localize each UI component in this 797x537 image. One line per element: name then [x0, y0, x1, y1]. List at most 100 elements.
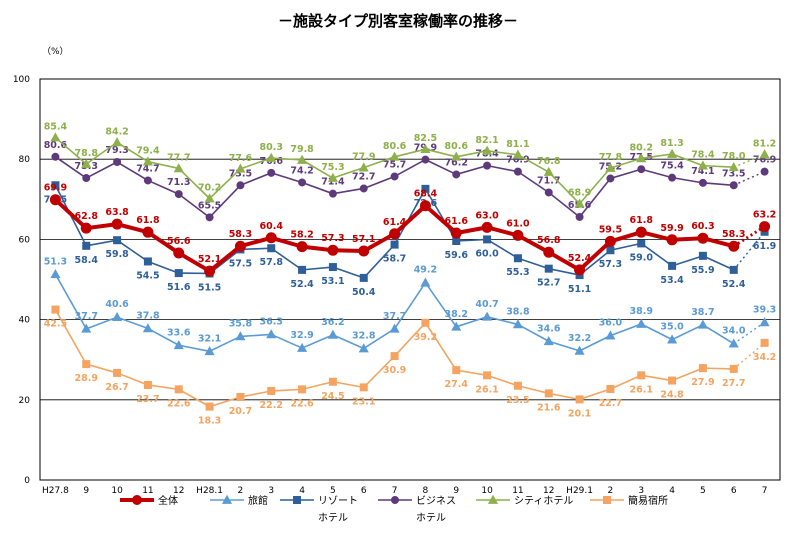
data-label: 27.9 — [691, 377, 714, 388]
legend-swatch-marker — [221, 494, 233, 504]
data-label: 49.2 — [414, 265, 437, 276]
data-point — [513, 167, 522, 176]
data-point — [143, 257, 152, 266]
data-point — [483, 161, 492, 170]
data-label: 26.7 — [105, 382, 128, 393]
data-label: 60.4 — [260, 221, 284, 232]
data-label: 80.6 — [445, 141, 469, 152]
data-label: 32.8 — [352, 330, 376, 341]
data-point — [760, 338, 769, 347]
x-tick-label: 11 — [142, 486, 153, 496]
legend-label: 旅館 — [248, 494, 268, 507]
data-label: 78.4 — [691, 150, 715, 161]
data-point — [421, 318, 430, 327]
data-point — [389, 228, 401, 240]
data-point — [113, 158, 122, 167]
data-point — [81, 158, 92, 168]
data-point — [82, 174, 91, 183]
data-point — [420, 143, 431, 154]
data-label: 80.2 — [630, 142, 653, 153]
data-label: 42.5 — [44, 319, 67, 330]
data-point — [204, 346, 215, 356]
data-label: 28.9 — [75, 373, 98, 384]
data-label: 61.0 — [506, 218, 530, 229]
data-label: 78.8 — [75, 148, 99, 159]
series-4: 85.4 78.8 84.2 79.4 77.7 70.2 77.6 80.3 79.8 75.3… — [44, 122, 776, 208]
data-label: 79.3 — [105, 145, 128, 156]
data-point — [667, 148, 678, 158]
data-label: 35.0 — [660, 322, 684, 333]
data-label: 23.1 — [352, 396, 375, 407]
data-label: 23.7 — [136, 394, 159, 405]
data-label: 77.6 — [229, 153, 253, 164]
data-label: 57.5 — [229, 258, 252, 269]
data-point — [636, 318, 647, 328]
data-point — [636, 153, 647, 163]
data-point — [81, 323, 92, 333]
data-point — [142, 226, 154, 238]
data-point — [605, 330, 616, 340]
data-label: 59.5 — [599, 224, 622, 235]
data-label: 30.9 — [383, 365, 406, 376]
data-point — [51, 305, 60, 314]
data-label: 74.2 — [290, 165, 313, 176]
series-2: 73.558.459.854.551.651.557.557.852.453.1… — [44, 181, 776, 298]
data-point — [544, 389, 553, 398]
x-tick-label: 3 — [638, 486, 644, 496]
data-point — [759, 149, 770, 159]
x-tick-label: 8 — [423, 486, 429, 496]
data-label: 55.9 — [691, 265, 714, 276]
data-point — [267, 168, 276, 177]
data-label: 84.2 — [105, 126, 128, 137]
data-point — [759, 317, 770, 327]
data-label: 58.3 — [229, 229, 252, 240]
legend-item: 全体 — [120, 494, 178, 507]
data-point — [575, 395, 584, 404]
data-point — [544, 264, 553, 273]
data-label: 81.2 — [753, 138, 776, 149]
data-label: 40.7 — [475, 299, 498, 310]
x-tick-label: 6 — [361, 486, 367, 496]
data-label: 36.2 — [321, 317, 344, 328]
data-label: 58.2 — [290, 230, 313, 241]
data-label: 51.5 — [198, 282, 221, 293]
data-point — [328, 189, 337, 198]
data-point — [637, 165, 646, 174]
x-tick-label: 11 — [512, 486, 523, 496]
data-label: 68.9 — [568, 188, 591, 199]
data-point — [82, 360, 91, 369]
data-label: 61.9 — [753, 241, 776, 252]
data-point — [729, 364, 738, 373]
data-point — [729, 265, 738, 274]
data-label: 60.3 — [691, 221, 714, 232]
data-label: 27.7 — [722, 378, 745, 389]
data-label: 76.8 — [537, 156, 561, 167]
data-point — [419, 200, 431, 212]
data-label: 57.3 — [321, 233, 344, 244]
data-point — [575, 212, 584, 221]
data-point — [267, 386, 276, 395]
data-label: 24.5 — [321, 391, 344, 402]
data-point — [204, 265, 216, 277]
data-point — [451, 321, 462, 331]
data-label: 58.7 — [383, 254, 406, 265]
plot-frame — [39, 78, 781, 481]
data-label: 77.8 — [599, 152, 623, 163]
data-point — [358, 245, 370, 257]
data-point — [173, 340, 184, 350]
data-label: 58.3 — [722, 229, 745, 240]
data-label: 22.6 — [167, 398, 191, 409]
y-tick-label: 20 — [19, 396, 31, 406]
data-label: 53.1 — [321, 276, 344, 287]
data-point — [265, 232, 277, 244]
legend-swatch-marker — [293, 496, 301, 504]
legend-item: シティホテル — [476, 494, 573, 507]
data-point — [113, 368, 122, 377]
data-point — [143, 176, 152, 185]
legend-label: 簡易宿所 — [628, 494, 668, 507]
y-tick-label: 80 — [19, 155, 31, 165]
data-point — [697, 232, 709, 244]
series-1: 51.3 37.7 40.6 37.8 33.6 32.1 35.8 36.3 32.9 36.2… — [44, 256, 776, 356]
